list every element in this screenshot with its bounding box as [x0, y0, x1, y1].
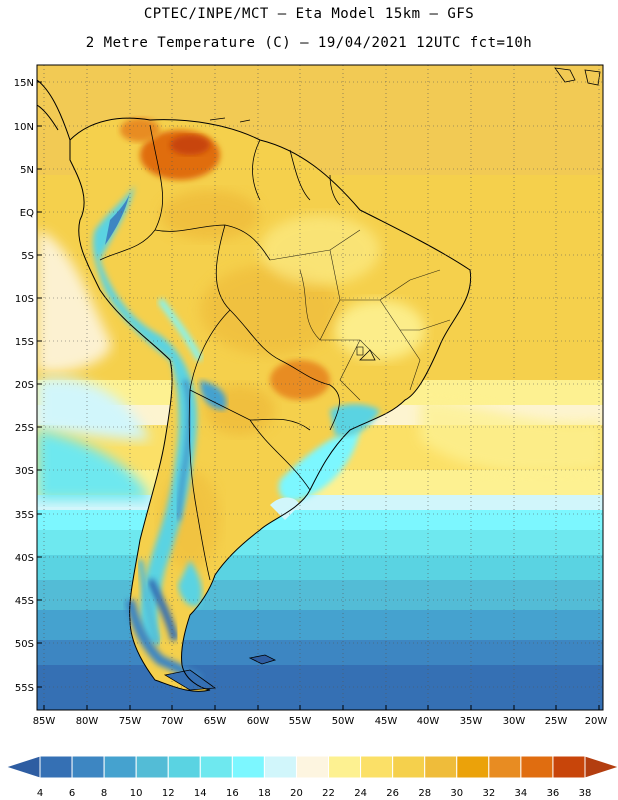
legend-swatch	[231, 755, 265, 779]
legend-label: 8	[101, 788, 107, 799]
lat-label: 10S	[15, 294, 34, 305]
legend-swatch	[39, 755, 73, 779]
legend-label: 14	[194, 788, 207, 799]
lat-label: 15S	[15, 337, 34, 348]
lat-label: 50S	[15, 639, 34, 650]
legend-label: 16	[226, 788, 239, 799]
legend-label: 30	[450, 788, 463, 799]
legend-swatch	[488, 755, 522, 779]
legend-label: 18	[258, 788, 271, 799]
legend-swatch	[103, 755, 137, 779]
legend-label: 26	[386, 788, 399, 799]
title-line-2: 2 Metre Temperature (C) – 19/04/2021 12U…	[85, 35, 533, 51]
lon-label: 75W	[119, 716, 142, 727]
lat-label: 20S	[15, 380, 34, 391]
lon-label: 30W	[503, 716, 526, 727]
legend-label: 36	[547, 788, 560, 799]
legend-swatch	[263, 755, 297, 779]
legend-swatch	[360, 755, 394, 779]
lat-label: 10N	[14, 122, 34, 133]
lon-label: 50W	[332, 716, 355, 727]
latitude-labels: 15N 10N 5N EQ 5S 10S 15S 20S 25S 30S 35S…	[14, 78, 34, 694]
legend-arrow-low	[4, 755, 41, 779]
lat-label: 5S	[21, 251, 34, 262]
lat-label: 30S	[15, 466, 34, 477]
legend-label: 10	[130, 788, 143, 799]
map-frame	[36, 64, 604, 711]
lat-label: 45S	[15, 596, 34, 607]
legend-label: 12	[162, 788, 175, 799]
lon-label: 45W	[375, 716, 398, 727]
legend-swatch	[328, 755, 362, 779]
lon-label: 65W	[204, 716, 227, 727]
lon-label: 70W	[161, 716, 184, 727]
legend-swatch	[167, 755, 201, 779]
legend-label: 32	[482, 788, 495, 799]
legend-swatch	[135, 755, 169, 779]
legend-label: 34	[515, 788, 528, 799]
legend-swatch	[71, 755, 105, 779]
legend-swatch	[392, 755, 426, 779]
lon-label: 20W	[585, 716, 608, 727]
lat-label: 5N	[20, 165, 34, 176]
lat-label: 35S	[15, 510, 34, 521]
legend-swatch	[552, 755, 586, 779]
andes	[93, 185, 198, 644]
legend-swatch	[424, 755, 458, 779]
lat-label: 40S	[15, 553, 34, 564]
lon-label: 40W	[417, 716, 440, 727]
legend-swatch	[456, 755, 490, 779]
legend-swatch	[520, 755, 554, 779]
lon-label: 80W	[76, 716, 99, 727]
map-field	[37, 65, 603, 710]
legend-label: 24	[354, 788, 367, 799]
lon-label: 85W	[33, 716, 56, 727]
title-line-1: CPTEC/INPE/MCT – Eta Model 15km – GFS	[143, 6, 475, 22]
lat-label: EQ	[20, 208, 34, 219]
legend-label: 4	[37, 788, 43, 799]
legend-label: 28	[418, 788, 431, 799]
legend-label: 6	[69, 788, 75, 799]
legend-swatch	[199, 755, 233, 779]
lat-label: 55S	[15, 683, 34, 694]
legend-swatch	[295, 755, 330, 779]
lon-label: 55W	[289, 716, 312, 727]
legend-label: 22	[322, 788, 335, 799]
lat-label: 25S	[15, 423, 34, 434]
lat-label: 15N	[14, 78, 34, 89]
lon-label: 25W	[545, 716, 568, 727]
legend-arrow-high	[584, 755, 618, 779]
legend-label: 38	[579, 788, 592, 799]
legend-label: 20	[290, 788, 303, 799]
longitude-labels: 85W 80W 75W 70W 65W 60W 55W 50W 45W 40W …	[33, 716, 608, 727]
color-legend: 4 6 8 10 12 14 16 18 20 22 24 26 28 30 32 34 36 38	[4, 755, 618, 799]
lon-label: 35W	[460, 716, 483, 727]
lon-label: 60W	[247, 716, 270, 727]
